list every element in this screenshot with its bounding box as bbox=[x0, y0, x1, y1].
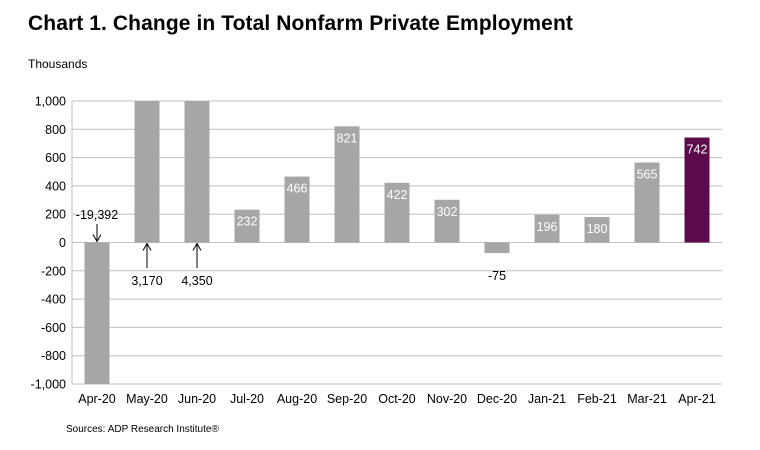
y-tick-label: -200 bbox=[41, 264, 66, 278]
data-label: 232 bbox=[237, 215, 258, 229]
bar-apr-20 bbox=[84, 242, 110, 384]
bar-may-20 bbox=[134, 101, 160, 243]
y-tick-label: -600 bbox=[41, 321, 66, 335]
x-tick-label: Apr-21 bbox=[678, 392, 716, 406]
x-tick-label: Apr-20 bbox=[78, 392, 116, 406]
data-label: -75 bbox=[488, 269, 506, 283]
y-tick-label: 0 bbox=[59, 236, 66, 250]
x-tick-label: Sep-20 bbox=[327, 392, 367, 406]
bar-nov-20 bbox=[434, 199, 460, 243]
x-tick-label: Mar-21 bbox=[627, 392, 667, 406]
bar-oct-20 bbox=[384, 182, 410, 243]
chart-title: Chart 1. Change in Total Nonfarm Private… bbox=[28, 12, 573, 35]
data-label: 422 bbox=[387, 188, 408, 202]
x-tick-label: Aug-20 bbox=[277, 392, 317, 406]
bar-jan-21 bbox=[534, 214, 560, 243]
arrow-head bbox=[92, 234, 102, 243]
data-label: 742 bbox=[687, 143, 708, 157]
data-label: 180 bbox=[587, 222, 608, 236]
y-tick-label: -800 bbox=[41, 349, 66, 363]
data-label: 466 bbox=[287, 182, 308, 196]
x-tick-label: Jun-20 bbox=[178, 392, 216, 406]
x-tick-label: Jul-20 bbox=[230, 392, 264, 406]
y-tick-label: 1,000 bbox=[35, 95, 66, 109]
y-tick-label: 400 bbox=[45, 179, 66, 193]
bar-sep-20 bbox=[334, 126, 360, 243]
source-note: Sources: ADP Research Institute® bbox=[66, 424, 219, 435]
bar-aug-20 bbox=[284, 176, 310, 243]
bar-apr-21 bbox=[684, 137, 710, 243]
y-tick-label: 800 bbox=[45, 123, 66, 137]
x-tick-label: Feb-21 bbox=[577, 392, 617, 406]
bar-mar-21 bbox=[634, 162, 660, 243]
arrow-head bbox=[142, 242, 152, 251]
bar-feb-21 bbox=[584, 217, 610, 243]
y-tick-label: 600 bbox=[45, 151, 66, 165]
data-label: 3,170 bbox=[131, 274, 162, 288]
x-tick-label: May-20 bbox=[126, 392, 168, 406]
data-label: 821 bbox=[337, 131, 358, 145]
bar-jun-20 bbox=[184, 101, 210, 243]
x-tick-label: Nov-20 bbox=[427, 392, 467, 406]
y-tick-label: 200 bbox=[45, 208, 66, 222]
x-tick-label: Jan-21 bbox=[528, 392, 566, 406]
x-tick-label: Oct-20 bbox=[378, 392, 416, 406]
y-unit-label: Thousands bbox=[28, 57, 88, 71]
data-label: 4,350 bbox=[181, 274, 212, 288]
data-label: -19,392 bbox=[76, 208, 118, 222]
bar-dec-20 bbox=[484, 242, 510, 254]
data-label: 565 bbox=[637, 168, 658, 182]
data-label: 196 bbox=[537, 220, 558, 234]
arrow-head bbox=[192, 242, 202, 251]
bar-jul-20 bbox=[234, 209, 260, 243]
data-label: 302 bbox=[437, 205, 458, 219]
x-tick-label: Dec-20 bbox=[477, 392, 517, 406]
y-tick-label: -400 bbox=[41, 293, 66, 307]
y-tick-label: -1,000 bbox=[31, 378, 66, 392]
